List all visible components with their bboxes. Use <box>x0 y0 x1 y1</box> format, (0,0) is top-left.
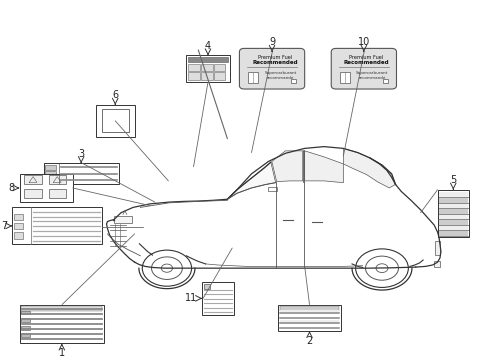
FancyBboxPatch shape <box>438 192 467 197</box>
FancyBboxPatch shape <box>279 306 339 311</box>
Text: 3: 3 <box>78 149 84 159</box>
FancyBboxPatch shape <box>279 310 339 314</box>
FancyBboxPatch shape <box>214 72 225 80</box>
Text: Supercarburant: Supercarburant <box>264 71 296 75</box>
Text: 2: 2 <box>306 336 312 346</box>
FancyBboxPatch shape <box>96 105 134 137</box>
FancyBboxPatch shape <box>45 171 56 176</box>
FancyBboxPatch shape <box>14 214 23 220</box>
FancyBboxPatch shape <box>339 72 349 83</box>
FancyBboxPatch shape <box>201 72 212 80</box>
FancyBboxPatch shape <box>203 284 210 289</box>
Text: 5: 5 <box>449 175 455 185</box>
Text: 6: 6 <box>112 90 118 100</box>
FancyBboxPatch shape <box>438 209 467 213</box>
FancyBboxPatch shape <box>330 48 396 89</box>
FancyBboxPatch shape <box>278 305 340 331</box>
Text: 1: 1 <box>59 348 65 358</box>
FancyBboxPatch shape <box>188 72 199 80</box>
FancyBboxPatch shape <box>438 203 467 208</box>
FancyBboxPatch shape <box>21 333 30 337</box>
Text: 4: 4 <box>204 41 211 51</box>
Text: recommandé: recommandé <box>266 76 293 80</box>
Text: Supercarburant: Supercarburant <box>355 71 387 75</box>
FancyBboxPatch shape <box>438 198 467 203</box>
FancyBboxPatch shape <box>20 305 104 343</box>
Text: 9: 9 <box>268 37 275 47</box>
Text: Premium Fuel: Premium Fuel <box>349 55 383 60</box>
FancyBboxPatch shape <box>45 178 56 183</box>
Text: 11: 11 <box>185 293 197 303</box>
FancyBboxPatch shape <box>45 165 56 170</box>
FancyBboxPatch shape <box>438 225 467 230</box>
Text: recommandé: recommandé <box>358 76 385 80</box>
FancyBboxPatch shape <box>268 186 277 191</box>
FancyBboxPatch shape <box>114 216 132 222</box>
Text: 8: 8 <box>9 183 15 193</box>
FancyBboxPatch shape <box>438 220 467 225</box>
FancyBboxPatch shape <box>48 189 66 198</box>
Polygon shape <box>271 151 302 181</box>
Polygon shape <box>343 148 395 188</box>
FancyBboxPatch shape <box>14 233 23 239</box>
FancyBboxPatch shape <box>21 306 102 311</box>
FancyBboxPatch shape <box>186 55 229 82</box>
Text: 10: 10 <box>357 37 369 47</box>
FancyBboxPatch shape <box>20 174 73 202</box>
FancyBboxPatch shape <box>279 320 339 324</box>
FancyBboxPatch shape <box>247 72 257 83</box>
FancyBboxPatch shape <box>12 207 102 244</box>
FancyBboxPatch shape <box>102 109 128 132</box>
FancyBboxPatch shape <box>433 261 439 267</box>
FancyBboxPatch shape <box>24 189 41 198</box>
FancyBboxPatch shape <box>290 80 296 84</box>
FancyBboxPatch shape <box>438 231 467 236</box>
FancyBboxPatch shape <box>21 318 30 322</box>
Text: 7: 7 <box>1 221 7 231</box>
FancyBboxPatch shape <box>188 64 199 71</box>
Text: Recommended: Recommended <box>343 60 388 65</box>
FancyBboxPatch shape <box>382 80 387 84</box>
FancyBboxPatch shape <box>202 282 233 315</box>
Polygon shape <box>304 151 343 183</box>
FancyBboxPatch shape <box>21 326 30 330</box>
FancyBboxPatch shape <box>434 241 439 255</box>
FancyBboxPatch shape <box>21 311 30 314</box>
FancyBboxPatch shape <box>14 223 23 229</box>
FancyBboxPatch shape <box>437 190 468 238</box>
FancyBboxPatch shape <box>214 64 225 71</box>
FancyBboxPatch shape <box>24 175 41 184</box>
FancyBboxPatch shape <box>48 175 66 184</box>
FancyBboxPatch shape <box>187 57 228 62</box>
FancyBboxPatch shape <box>239 48 304 89</box>
FancyBboxPatch shape <box>201 64 212 71</box>
FancyBboxPatch shape <box>438 215 467 219</box>
FancyBboxPatch shape <box>43 163 119 184</box>
Text: Recommended: Recommended <box>251 60 297 65</box>
Polygon shape <box>227 162 275 199</box>
Text: Premium Fuel: Premium Fuel <box>257 55 291 60</box>
